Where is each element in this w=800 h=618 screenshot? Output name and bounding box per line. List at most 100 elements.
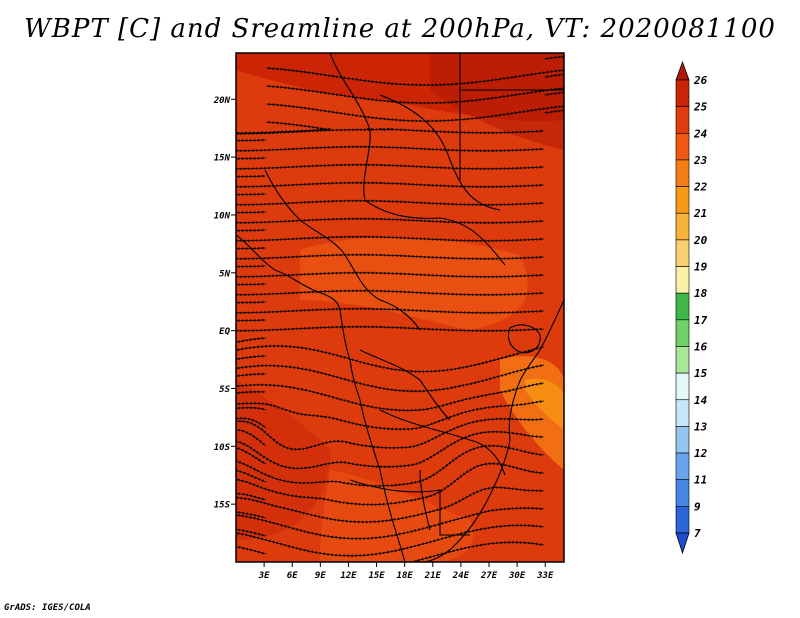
colorbar-top-arrow (675, 60, 690, 81)
colorbar-bin (675, 106, 690, 134)
streamline (236, 138, 267, 142)
streamline (236, 336, 267, 345)
streamline (236, 271, 545, 279)
colorbar-label: 19 (694, 261, 708, 274)
colorbar-bin (675, 212, 690, 241)
streamline (236, 127, 545, 136)
streamline (543, 72, 564, 79)
colorbar-bin (675, 399, 690, 427)
colorbar-bin (675, 346, 690, 374)
colorbar-label: 14 (694, 394, 708, 407)
colorbar-bin (675, 266, 690, 294)
colorbar-bin (675, 159, 690, 187)
streamline (236, 318, 267, 322)
lon-tick-label: 15E (368, 571, 385, 581)
lat-tick-label: 5S (219, 385, 230, 395)
lon-tick-label: 6E (287, 571, 298, 581)
lat-tick-label: 15S (214, 501, 231, 511)
border-4 (264, 169, 346, 256)
colorbar-label: 21 (693, 207, 707, 220)
west-africa-coast (236, 234, 361, 401)
lat-tick-label: EQ (219, 327, 230, 337)
streamline (236, 199, 545, 207)
colorbar-bin (675, 79, 690, 107)
colorbar-bin (675, 319, 690, 347)
streamline (236, 264, 267, 268)
colorbar-label: 13 (694, 420, 708, 433)
lon-tick-label: 30E (508, 571, 526, 581)
colorbar-label: 20 (693, 234, 708, 247)
streamline (236, 307, 545, 315)
streamline (236, 192, 267, 196)
colorbar-bin (675, 239, 690, 267)
lat-tick-label: 15N (214, 154, 231, 164)
streamline (236, 468, 267, 483)
orange-band-central (300, 237, 528, 330)
colorbar-label: 25 (693, 101, 708, 114)
streamline (236, 416, 267, 429)
colorbar-bin (675, 426, 690, 454)
streamline (543, 90, 564, 97)
streamline (236, 181, 545, 189)
colorbar-bin (675, 506, 690, 534)
streamlines (236, 54, 564, 562)
lon-tick-label: 12E (340, 571, 357, 581)
longitude-axis: 3E 6E 9E 12E 15E 18E 21E 24E 27E 30E 33E (258, 562, 554, 581)
streamline (236, 445, 267, 465)
colorbar-bin (675, 372, 690, 401)
colorbar-label: 15 (694, 367, 708, 380)
streamline (236, 145, 545, 153)
colorbar-bin (675, 452, 690, 481)
colorbar-label: 26 (693, 74, 708, 87)
southwest-coast (359, 399, 406, 562)
colorbar-bottom-arrow (675, 532, 690, 555)
colorbar-bin (675, 479, 690, 507)
streamline (236, 300, 267, 304)
lon-tick-label: 24E (452, 571, 470, 581)
streamline (236, 527, 267, 537)
colorbar-label: 23 (693, 154, 708, 167)
streamline (236, 210, 267, 214)
colorbar-label: 16 (694, 340, 708, 353)
lat-tick-label: 10S (214, 443, 231, 453)
map-border (235, 52, 565, 563)
border-10 (349, 479, 470, 536)
lon-tick-label: 9E (315, 571, 326, 581)
border-2 (379, 94, 501, 211)
east-africa-coast (424, 299, 564, 562)
streamline (236, 217, 545, 225)
border-9 (379, 409, 506, 476)
lon-tick-label: 18E (397, 571, 414, 581)
lon-tick-label: 3E (258, 571, 270, 581)
lat-tick-label: 20N (213, 96, 231, 106)
coastlines-borders (236, 53, 564, 562)
streamline (236, 510, 267, 519)
lat-tick-label: 5N (219, 269, 230, 279)
streamline (236, 282, 267, 286)
streamline (236, 246, 267, 250)
streamline (236, 354, 267, 362)
streamline (236, 163, 545, 171)
lon-tick-label: 27E (480, 571, 498, 581)
streamline (236, 289, 545, 297)
map-panel: 20N 15N 10N 5N EQ 5S 10S 15S 3E 6E 9E 12E 15E 18E 21E… (213, 52, 565, 581)
streamline (236, 491, 267, 501)
colorbar-label: 7 (694, 527, 701, 540)
streamline (236, 156, 267, 160)
streamline (543, 54, 564, 61)
streamline (265, 102, 564, 123)
streamline (236, 390, 267, 396)
credit-label: GrADS: IGES/COLA (4, 603, 91, 613)
colorbar-bin (675, 132, 690, 161)
colorbar: 26 25 24 23 22 21 20 19 18 17 16 15 14 13 12 11 9 7 (675, 60, 708, 555)
colorbar-label: 24 (693, 127, 708, 140)
streamline (236, 544, 267, 555)
streamline (236, 428, 267, 447)
latitude-axis: 20N 15N 10N 5N EQ 5S 10S 15S (213, 96, 236, 511)
streamline (366, 540, 545, 562)
streamline (236, 253, 545, 261)
border-1 (329, 53, 371, 201)
streamline (543, 108, 564, 115)
streamline (236, 174, 267, 178)
